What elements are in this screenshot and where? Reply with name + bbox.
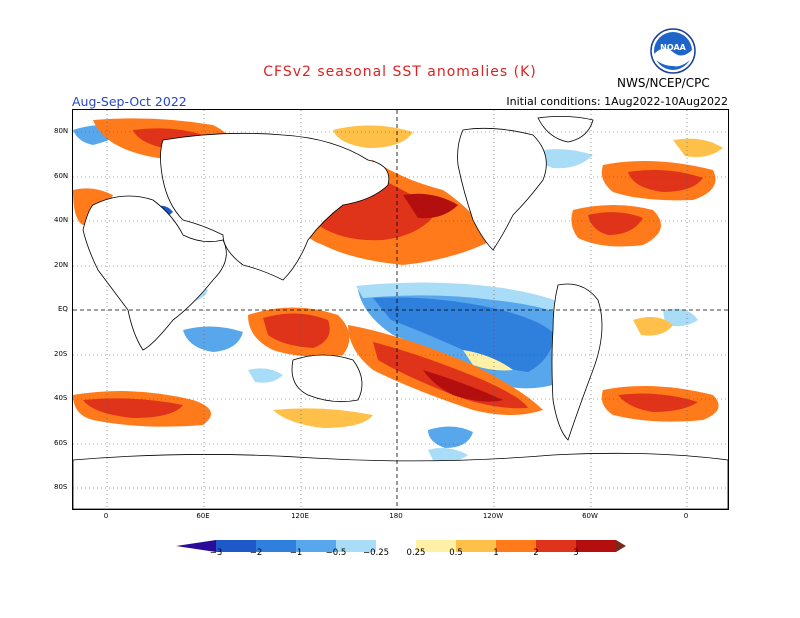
equator-dateline xyxy=(73,110,728,509)
colorbar-swatch xyxy=(576,540,616,552)
colorbar-label: −1 xyxy=(289,548,303,558)
lon-label: 180 xyxy=(389,512,403,520)
chart-title: CFSv2 seasonal SST anomalies (K) xyxy=(263,64,537,80)
lon-label: 0 xyxy=(683,512,689,520)
logo-text: NOAA xyxy=(660,43,686,52)
colorbar-label: 2 xyxy=(533,548,539,558)
lon-label: 60E xyxy=(196,512,210,520)
colorbar-label: 1 xyxy=(493,548,499,558)
map-grid xyxy=(73,110,728,509)
lat-label: 80S xyxy=(54,483,68,491)
lat-label: 80N xyxy=(54,127,69,135)
colorbar-label: 0.25 xyxy=(406,548,426,558)
colorbar-swatch xyxy=(256,540,296,552)
noaa-logo: NOAA xyxy=(650,28,696,78)
colorbar-swatch xyxy=(536,540,576,552)
colorbar-label: −0.25 xyxy=(362,548,390,558)
colorbar-swatch xyxy=(496,540,536,552)
colorbar-label: −0.5 xyxy=(325,548,347,558)
colorbar-swatch xyxy=(296,540,336,552)
colorbar-swatch xyxy=(616,540,626,552)
lon-label: 120E xyxy=(291,512,309,520)
colorbar-label: −2 xyxy=(249,548,263,558)
colorbar-swatch xyxy=(376,540,416,552)
lon-label: 0 xyxy=(103,512,109,520)
colorbar-swatch xyxy=(336,540,376,552)
colorbar-swatch xyxy=(456,540,496,552)
colorbar-label: −3 xyxy=(209,548,223,558)
colorbar-swatch xyxy=(216,540,256,552)
continent-outlines xyxy=(73,116,728,509)
lat-label: 20N xyxy=(54,261,69,269)
sst-anomaly-map xyxy=(72,109,729,510)
cool-anomaly-regions xyxy=(73,125,698,463)
lat-label: 60S xyxy=(54,439,68,447)
colorbar-label: 0.5 xyxy=(449,548,463,558)
colorbar-swatch xyxy=(176,540,216,552)
agency-label: NWS/NCEP/CPC xyxy=(617,76,710,90)
lat-label: EQ xyxy=(58,305,68,313)
lon-label: 60W xyxy=(582,512,598,520)
lat-label: 40S xyxy=(54,394,68,402)
season-label: Aug-Sep-Oct 2022 xyxy=(72,94,187,109)
colorbar-swatch xyxy=(416,540,456,552)
lat-label: 60N xyxy=(54,172,69,180)
color-scale-bar xyxy=(176,537,626,556)
colorbar-label: 3 xyxy=(573,548,579,558)
initial-conditions-label: Initial conditions: 1Aug2022-10Aug2022 xyxy=(506,95,728,108)
lat-label: 40N xyxy=(54,216,69,224)
lon-label: 120W xyxy=(482,512,504,520)
lat-label: 20S xyxy=(54,350,68,358)
